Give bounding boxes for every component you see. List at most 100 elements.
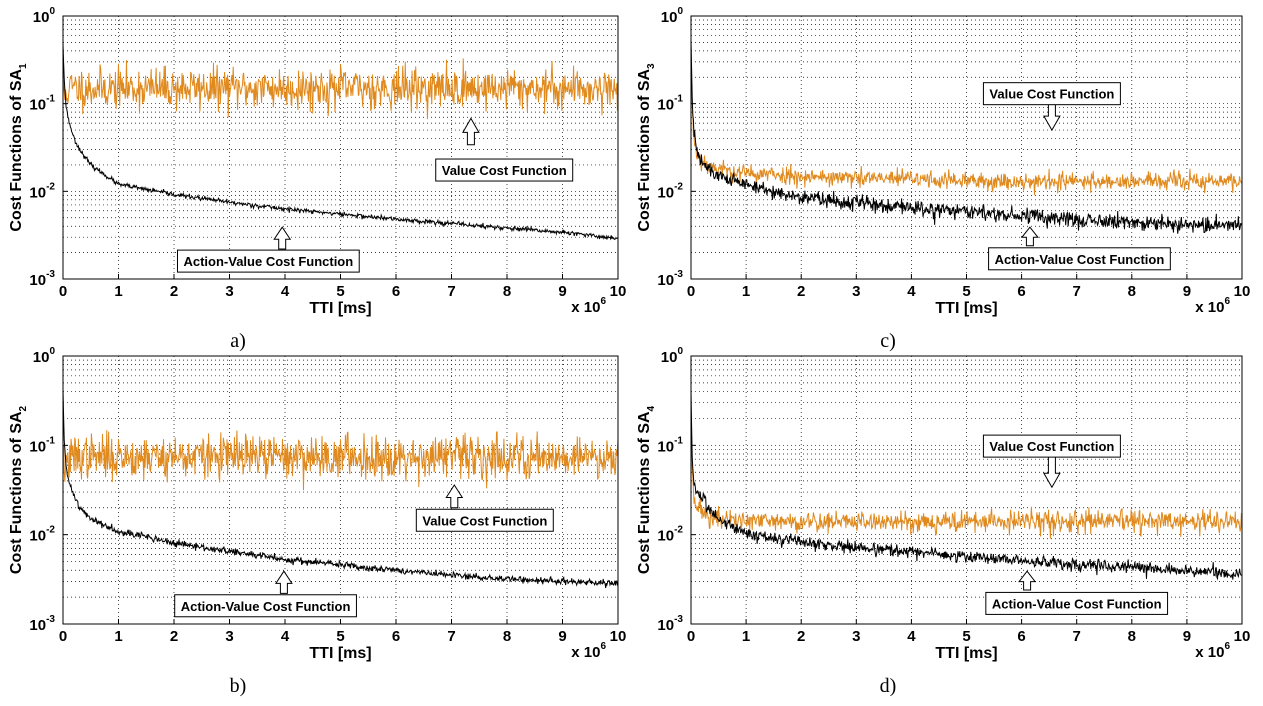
chart-panel-c: 0 1 2 3 4 5 6 7 8 9 10 10-3 10-2 10-1 100 x 106 TTI [ms]…	[636, 6, 1250, 352]
y-tick-label: 10-1	[29, 435, 55, 455]
x-tick-label: 7	[1073, 283, 1081, 300]
x-tick-label: 8	[1128, 283, 1136, 300]
series-action-value-cost-line	[62, 388, 619, 589]
grid	[63, 356, 618, 624]
x-tick-label: 10	[1234, 283, 1251, 300]
x-axis-label: TTI [ms]	[309, 300, 371, 317]
x-tick-label: 2	[170, 283, 178, 300]
x-tick-label: 2	[797, 283, 805, 300]
y-tick-label: 10-1	[657, 435, 683, 455]
x-tick-label: 5	[336, 628, 344, 645]
y-tick-label: 10-2	[29, 525, 55, 545]
chart-panel-b: 0 1 2 3 4 5 6 7 8 9 10 10-3 10-2 10-1 100 x 106 TTI [ms]…	[8, 346, 626, 697]
x-tick-label: 6	[1017, 283, 1025, 300]
y-tick-label: 10-3	[29, 614, 55, 634]
x-tick-label: 7	[447, 283, 455, 300]
y-axis-label: Cost Functions of SA3	[636, 63, 657, 232]
annotation-label: Action-Value Cost Function	[183, 254, 353, 269]
x-axis-label: TTI [ms]	[309, 645, 371, 662]
annotation-label: Value Cost Function	[989, 439, 1114, 454]
x-multiplier: x 106	[1195, 641, 1230, 661]
annotation-box	[174, 594, 357, 618]
annotation-arrow	[1043, 456, 1061, 489]
x-tick-label: 2	[797, 628, 805, 645]
y-axis-label: Cost Functions of SA4	[636, 405, 657, 574]
x-tick-label: 8	[503, 628, 511, 645]
x-tick-label: 7	[1073, 628, 1081, 645]
y-tick-label: 100	[661, 6, 684, 26]
x-tick-label: 9	[558, 283, 566, 300]
x-tick-label: 7	[447, 628, 455, 645]
y-tick-label: 10-3	[657, 614, 683, 634]
x-tick-label: 9	[558, 628, 566, 645]
x-tick-label: 4	[907, 283, 916, 300]
annotation-label: Action-Value Cost Function	[181, 599, 351, 614]
annotation-box	[988, 247, 1171, 271]
x-tick-label: 8	[1128, 628, 1136, 645]
x-tick-label: 1	[742, 283, 750, 300]
annotation-label: Value Cost Function	[422, 513, 547, 528]
panel-caption: d)	[880, 675, 897, 697]
series-value-cost-line	[62, 58, 619, 120]
annotation-arrow	[1018, 570, 1037, 591]
x-axis-label: TTI [ms]	[935, 645, 997, 662]
annotation-arrow	[462, 117, 480, 146]
y-axis-label: Cost Functions of SA1	[8, 63, 29, 232]
x-tick-label: 3	[225, 283, 233, 300]
chart-panel-d: 0 1 2 3 4 5 6 7 8 9 10 10-3 10-2 10-1 100 x 106 TTI [ms]…	[636, 346, 1250, 697]
series-value-cost-line	[690, 420, 1243, 539]
x-tick-label: 5	[336, 283, 344, 300]
y-tick-label: 10-2	[657, 181, 683, 201]
x-tick-label: 6	[1017, 628, 1025, 645]
x-tick-label: 10	[1234, 628, 1251, 645]
y-tick-label: 100	[33, 6, 56, 26]
y-tick-label: 100	[661, 346, 684, 366]
x-tick-label: 1	[114, 283, 122, 300]
series-action-value-cost-line	[62, 43, 619, 241]
x-tick-label: 5	[962, 283, 970, 300]
annotation-arrow	[273, 226, 292, 250]
annotation-box	[435, 158, 574, 182]
annotation-label: Action-Value Cost Function	[992, 596, 1162, 611]
panel-caption: c)	[880, 330, 896, 352]
x-tick-label: 2	[170, 628, 178, 645]
y-tick-label: 100	[33, 346, 56, 366]
x-multiplier: x 106	[571, 296, 606, 316]
y-tick-label: 10-2	[657, 525, 683, 545]
x-multiplier: x 106	[571, 641, 606, 661]
panel-caption: b)	[230, 675, 247, 697]
annotation-arrow	[1020, 226, 1039, 247]
series-value-cost-line	[690, 44, 1243, 196]
y-tick-label: 10-1	[657, 94, 683, 114]
plot-area	[63, 16, 618, 279]
x-tick-label: 4	[907, 628, 916, 645]
x-axis-label: TTI [ms]	[935, 300, 997, 317]
x-tick-label: 1	[114, 628, 122, 645]
x-tick-label: 0	[59, 628, 67, 645]
x-tick-label: 6	[392, 283, 400, 300]
annotation-arrow	[1043, 103, 1061, 132]
x-tick-label: 1	[742, 628, 750, 645]
x-tick-label: 6	[392, 628, 400, 645]
x-tick-label: 3	[852, 283, 860, 300]
x-tick-label: 4	[281, 628, 290, 645]
y-tick-label: 10-1	[29, 94, 55, 114]
x-tick-label: 9	[1183, 283, 1191, 300]
x-tick-label: 10	[610, 628, 627, 645]
annotation-arrow	[274, 570, 293, 594]
annotation-box	[982, 434, 1121, 458]
annotation-box	[982, 82, 1121, 106]
y-tick-label: 10-2	[29, 181, 55, 201]
x-tick-label: 0	[687, 628, 695, 645]
chart-panel-a: 0 1 2 3 4 5 6 7 8 9 10 10-3 10-2 10-1 100 x 106 TTI [ms]…	[8, 6, 626, 352]
y-axis-label: Cost Functions of SA2	[8, 405, 29, 574]
x-tick-label: 3	[225, 628, 233, 645]
series-action-value-cost-line	[690, 389, 1243, 581]
annotation-label: Action-Value Cost Function	[995, 252, 1165, 267]
x-tick-label: 4	[281, 283, 290, 300]
x-tick-label: 5	[962, 628, 970, 645]
panel-caption: a)	[230, 330, 246, 352]
annotation-arrow	[445, 484, 464, 509]
x-tick-label: 8	[503, 283, 511, 300]
